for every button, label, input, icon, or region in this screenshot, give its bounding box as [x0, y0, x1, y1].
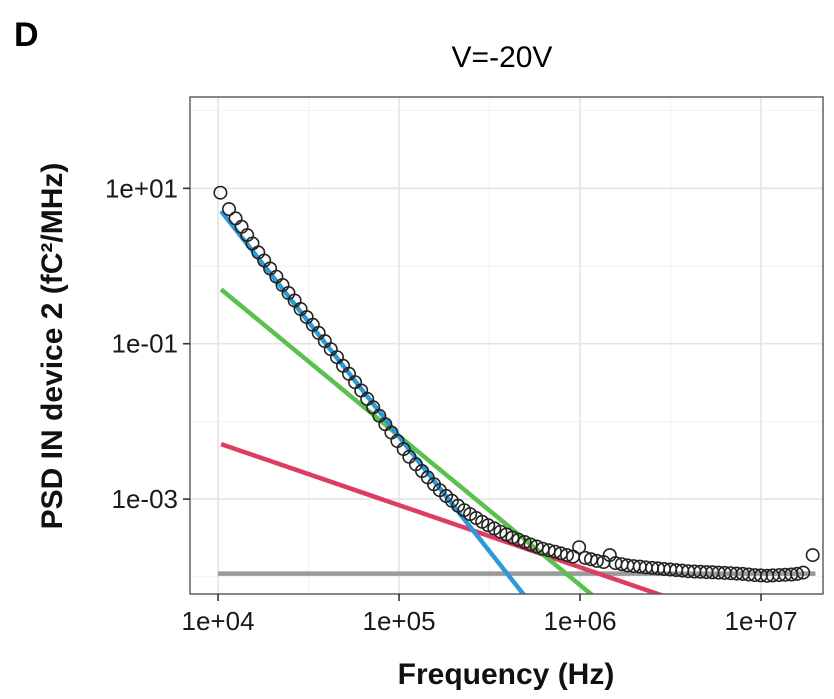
data-point: [523, 537, 538, 552]
data-point: [517, 534, 532, 549]
plot-area: [189, 96, 824, 595]
x-axis: 1e+04 1e+05 1e+06 1e+07: [182, 594, 798, 636]
gridlines: [190, 97, 823, 594]
blue-fit-line: [219, 209, 527, 594]
data-point: [796, 565, 811, 580]
data-point: [222, 202, 237, 217]
green-fit-line: [219, 287, 595, 594]
x-tick-label: 1e+04: [182, 606, 255, 636]
data-point: [589, 553, 604, 568]
x-tick-label: 1e+07: [725, 606, 798, 636]
data-point: [805, 548, 820, 563]
y-axis-title: PSD IN device 2 (fC²/MHz): [36, 163, 69, 530]
x-tick-label: 1e+06: [544, 606, 617, 636]
chart-title: V=-20V: [452, 41, 553, 74]
x-axis-title: Frequency (Hz): [398, 658, 615, 691]
y-tick-label: 1e-03: [112, 484, 179, 514]
y-tick-label: 1e+01: [105, 173, 178, 203]
series-layer: [213, 185, 820, 594]
plot-panel-border: [189, 96, 824, 595]
data-point: [505, 530, 520, 545]
y-tick-label: 1e-01: [112, 329, 179, 359]
data-point: [572, 540, 587, 555]
x-tick-label: 1e+05: [363, 606, 436, 636]
data-point: [789, 566, 804, 581]
red-fit-line: [220, 441, 665, 594]
y-axis: 1e+01 1e-01 1e-03: [105, 173, 190, 514]
data-point: [559, 548, 574, 563]
data-point: [511, 532, 526, 547]
data-point: [228, 211, 243, 226]
panel-label: D: [14, 16, 39, 54]
data-point: [213, 185, 228, 200]
